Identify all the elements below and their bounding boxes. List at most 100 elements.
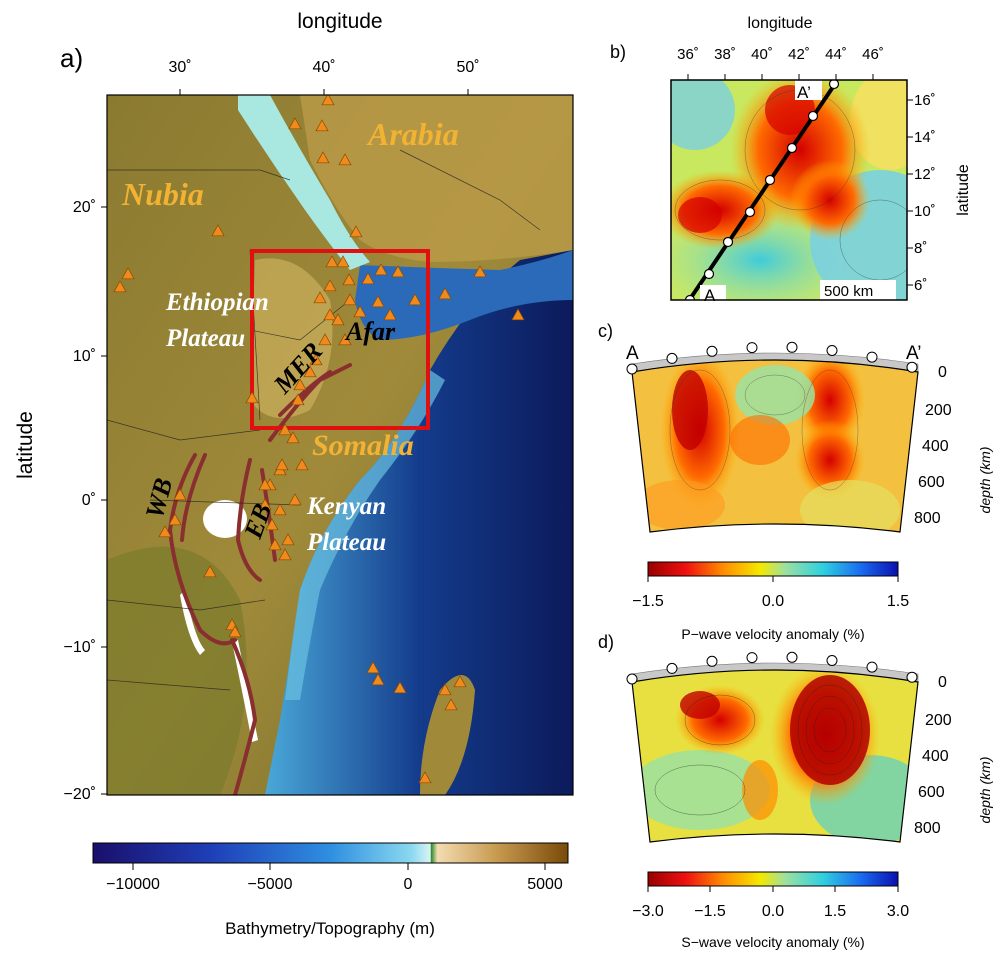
panel-c-depth-title: depth (km) (977, 447, 993, 514)
s-wave-tick-2: 0.0 (762, 903, 784, 920)
profile-markers (684, 80, 840, 300)
panel-b-start-label: A (704, 286, 716, 305)
volcano-icon (511, 308, 525, 321)
volcano-icon (309, 353, 323, 366)
volcano-icon (228, 625, 242, 638)
label-kenyan: Kenyan (306, 493, 386, 520)
p-wave-colorbar-title: P−wave velocity anomaly (%) (681, 626, 864, 642)
panel-c-frame (631, 359, 919, 533)
volcano-icon (336, 255, 350, 268)
topography-colorbar: −10000 −5000 0 5000 Bathymetry/Topograph… (92, 842, 569, 938)
volcano-icon (288, 117, 302, 130)
volcano-icon (353, 305, 367, 318)
panel-c-label: c) (598, 321, 613, 341)
profile-point (746, 652, 758, 664)
panel-c: c) A A’ 0 200 400 600 800 depth (km) (598, 321, 993, 642)
s-wave-colorbar-title: S−wave velocity anomaly (%) (681, 934, 864, 950)
profile-point (906, 671, 918, 683)
volcano-icon (168, 513, 182, 526)
volcano-icon (318, 333, 332, 346)
volcano-icon (203, 565, 217, 578)
panel-b-ytick-2: 12˚ (914, 166, 936, 183)
panel-d-label: d) (598, 632, 614, 652)
panel-a-y-axis-title: latitude (14, 411, 37, 479)
volcano-icon (438, 683, 452, 696)
profile-point (684, 294, 696, 300)
volcano-icon (258, 498, 272, 511)
panel-c-end-label: A’ (906, 343, 921, 364)
volcano-icon (321, 95, 335, 106)
p-wave-tick-2: 1.5 (887, 593, 909, 610)
profile-point (666, 352, 678, 364)
panel-b-x-axis-title: longitude (748, 15, 813, 32)
panel-b-ytick-5: 6˚ (914, 277, 927, 294)
panel-b-velocity-map: 500 km (671, 80, 907, 300)
panel-a-xtick-0: 30˚ (168, 59, 191, 76)
volcano-icon (281, 533, 295, 546)
volcano-icon (113, 280, 127, 293)
panel-b-xtick-3: 42˚ (788, 46, 810, 63)
panel-d-profile-markers (626, 651, 918, 685)
label-arabia: Arabia (366, 116, 459, 152)
profile-point (626, 363, 638, 375)
volcano-icon (273, 503, 287, 516)
panel-d-depth-title: depth (km) (977, 757, 993, 824)
volcano-icon (438, 287, 452, 300)
panel-b-frame (670, 79, 908, 301)
volcano-icon (361, 272, 375, 285)
panel-c-depth-tick-2: 400 (922, 438, 949, 455)
topo-tick-0: −10000 (106, 876, 160, 893)
panel-a-ytick-2: 0˚ (82, 492, 96, 509)
panel-c-depth-tick-1: 200 (925, 402, 952, 419)
volcano-icon (338, 333, 352, 346)
panel-d-depth-tick-3: 600 (918, 784, 945, 801)
volcano-icon (313, 291, 327, 304)
panel-b-xtick-5: 46˚ (862, 46, 884, 63)
volcano-icon (268, 538, 282, 551)
panel-a-xtick-1: 40˚ (312, 59, 335, 76)
volcano-icon (278, 548, 292, 561)
volcano-icon (371, 295, 385, 308)
topography-map: Nubia Arabia Somalia Ethiopian Plateau K… (107, 95, 573, 795)
volcano-icon (366, 661, 380, 674)
profile-point (703, 268, 715, 280)
volcano-icon (315, 119, 329, 132)
volcano-icon (338, 153, 352, 166)
panel-d-depth-tick-1: 200 (925, 712, 952, 729)
profile-point (744, 206, 756, 218)
panel-b-ytick-3: 10˚ (914, 203, 936, 220)
panel-b: b) longitude latitude 500 km (610, 15, 972, 305)
volcano-icon (331, 313, 345, 326)
panel-c-depth-tick-3: 600 (918, 474, 945, 491)
panel-a-ytick-0: 20˚ (73, 199, 96, 216)
volcano-icon (158, 525, 172, 538)
volcano-icon (371, 673, 385, 686)
panel-a-ytick-3: −10˚ (64, 639, 96, 656)
s-wave-colorbar (647, 871, 899, 887)
volcano-icon (408, 293, 422, 306)
label-nubia: Nubia (121, 176, 204, 212)
volcano-icon (173, 488, 187, 501)
panel-b-xtick-0: 36˚ (677, 46, 699, 63)
p-wave-tick-1: 0.0 (762, 593, 784, 610)
volcano-icon (286, 431, 300, 444)
profile-point (866, 351, 878, 363)
volcano-icon (391, 265, 405, 278)
p-wave-colorbar (647, 561, 899, 577)
panel-b-xtick-1: 38˚ (714, 46, 736, 63)
study-region-box (250, 249, 430, 430)
volcano-icon (374, 263, 388, 276)
volcano-icon (323, 308, 337, 321)
panel-a-x-axis-title: longitude (297, 10, 382, 33)
profile-point (722, 236, 734, 248)
volcano-icon (393, 681, 407, 694)
s-wave-tick-4: 3.0 (887, 903, 909, 920)
topo-colorbar-title: Bathymetry/Topography (m) (225, 919, 435, 938)
s-wave-tick-0: −3.0 (632, 903, 664, 920)
volcano-icon (278, 423, 292, 436)
volcano-icon (303, 365, 317, 378)
volcano-icon (211, 224, 225, 237)
panel-d-depth-tick-2: 400 (922, 748, 949, 765)
volcano-icon (343, 293, 357, 306)
